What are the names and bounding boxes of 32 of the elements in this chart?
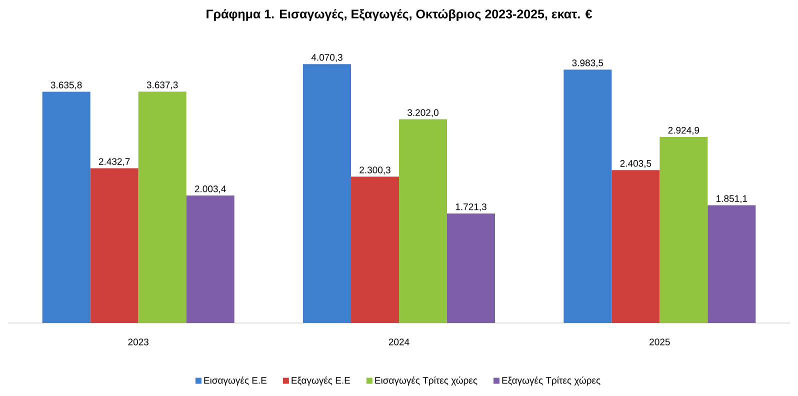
data-label: 1.721,3 [456, 203, 486, 212]
data-label: 2.403,5 [620, 160, 652, 168]
data-label: 3.202,0 [408, 109, 438, 118]
data-label: 3.635,8 [50, 82, 82, 90]
x-tick-label: 2024 [388, 338, 410, 346]
data-label: 3.637,3 [146, 82, 178, 90]
bar [564, 70, 612, 323]
bar [42, 92, 90, 323]
bar [186, 196, 234, 323]
data-label: 2.300,3 [360, 166, 390, 174]
data-label: 4.070,3 [311, 54, 342, 62]
bar [612, 170, 660, 323]
x-tick-label: 2025 [650, 338, 670, 346]
data-label: 2.432,7 [98, 158, 130, 166]
data-label: 2.924,9 [668, 126, 700, 135]
bar [660, 136, 708, 323]
x-tick-label: 2023 [128, 338, 148, 346]
bar [138, 92, 186, 323]
legend-label: Εξαγωγές Τρίτες χώρες [502, 376, 600, 386]
chart-title: Γράφημα 1. Εισαγωγές, Εξαγωγές, Οκτώβριος 2023-2025, εκατ. € [206, 9, 592, 21]
data-label: 1.851,1 [716, 195, 748, 204]
bar [303, 64, 352, 323]
bar [708, 205, 756, 323]
legend-label: Εισαγωγές Ε.Ε [204, 376, 267, 386]
legend-label: Εξαγωγές Ε.Ε [292, 376, 350, 386]
bar [399, 119, 448, 323]
bar [90, 168, 138, 323]
data-label: 3.983,5 [572, 60, 604, 68]
bar [447, 214, 496, 323]
legend-label: Εισαγωγές Τρίτες χώρες [375, 376, 478, 386]
bar [351, 176, 400, 323]
data-label: 2.003,4 [194, 186, 226, 194]
